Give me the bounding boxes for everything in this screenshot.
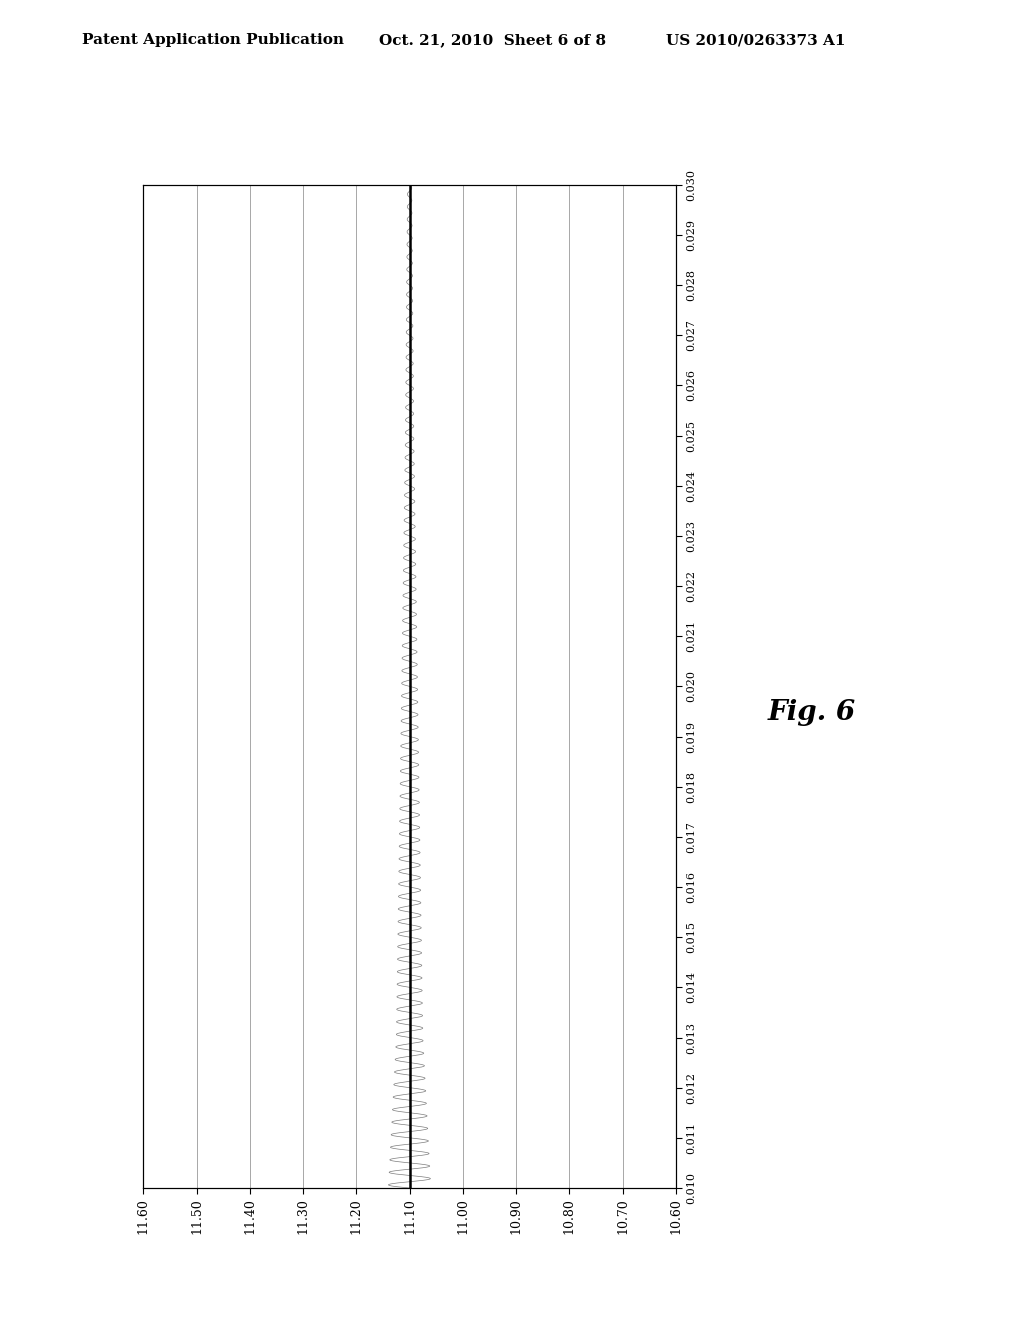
Text: Oct. 21, 2010  Sheet 6 of 8: Oct. 21, 2010 Sheet 6 of 8 — [379, 33, 606, 48]
Text: Patent Application Publication: Patent Application Publication — [82, 33, 344, 48]
Text: Fig. 6: Fig. 6 — [768, 700, 856, 726]
Text: US 2010/0263373 A1: US 2010/0263373 A1 — [666, 33, 845, 48]
